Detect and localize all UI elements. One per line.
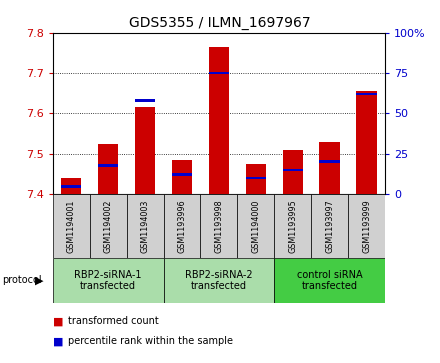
Bar bbox=[274, 194, 311, 258]
Text: GSM1194003: GSM1194003 bbox=[140, 199, 150, 253]
Bar bbox=[164, 194, 201, 258]
Bar bbox=[61, 185, 81, 188]
Bar bbox=[319, 160, 340, 163]
Bar bbox=[246, 164, 266, 194]
Bar bbox=[98, 164, 118, 167]
Text: RBP2-siRNA-1
transfected: RBP2-siRNA-1 transfected bbox=[74, 270, 142, 291]
Text: GDS5355 / ILMN_1697967: GDS5355 / ILMN_1697967 bbox=[129, 16, 311, 30]
Bar bbox=[61, 178, 81, 194]
Bar bbox=[348, 194, 385, 258]
Bar bbox=[98, 144, 118, 194]
Bar bbox=[209, 47, 229, 194]
Bar bbox=[282, 168, 303, 171]
Text: RBP2-siRNA-2
transfected: RBP2-siRNA-2 transfected bbox=[185, 270, 253, 291]
Bar bbox=[164, 258, 274, 303]
Bar bbox=[201, 194, 237, 258]
Text: GSM1193999: GSM1193999 bbox=[362, 199, 371, 253]
Bar bbox=[356, 91, 377, 194]
Bar bbox=[282, 150, 303, 194]
Text: transformed count: transformed count bbox=[68, 316, 159, 326]
Text: GSM1194002: GSM1194002 bbox=[104, 199, 113, 253]
Text: ■: ■ bbox=[53, 316, 63, 326]
Bar bbox=[172, 174, 192, 176]
Bar bbox=[319, 142, 340, 194]
Bar bbox=[135, 99, 155, 102]
Text: control siRNA
transfected: control siRNA transfected bbox=[297, 270, 363, 291]
Text: percentile rank within the sample: percentile rank within the sample bbox=[68, 336, 233, 346]
Bar bbox=[237, 194, 274, 258]
Text: GSM1193997: GSM1193997 bbox=[325, 199, 334, 253]
Text: protocol: protocol bbox=[2, 276, 42, 285]
Bar bbox=[53, 194, 90, 258]
Bar bbox=[311, 194, 348, 258]
Text: GSM1193996: GSM1193996 bbox=[177, 199, 187, 253]
Bar bbox=[274, 258, 385, 303]
Bar bbox=[127, 194, 164, 258]
Bar bbox=[172, 160, 192, 194]
Bar bbox=[209, 72, 229, 74]
Text: GSM1194000: GSM1194000 bbox=[251, 199, 260, 253]
Bar bbox=[356, 93, 377, 95]
Bar bbox=[90, 194, 127, 258]
Text: ■: ■ bbox=[53, 336, 63, 346]
Text: GSM1194001: GSM1194001 bbox=[67, 199, 76, 253]
Text: GSM1193998: GSM1193998 bbox=[214, 199, 224, 253]
Bar bbox=[246, 177, 266, 179]
Text: ▶: ▶ bbox=[35, 276, 43, 285]
Bar bbox=[135, 107, 155, 194]
Text: GSM1193995: GSM1193995 bbox=[288, 199, 297, 253]
Bar bbox=[53, 258, 164, 303]
